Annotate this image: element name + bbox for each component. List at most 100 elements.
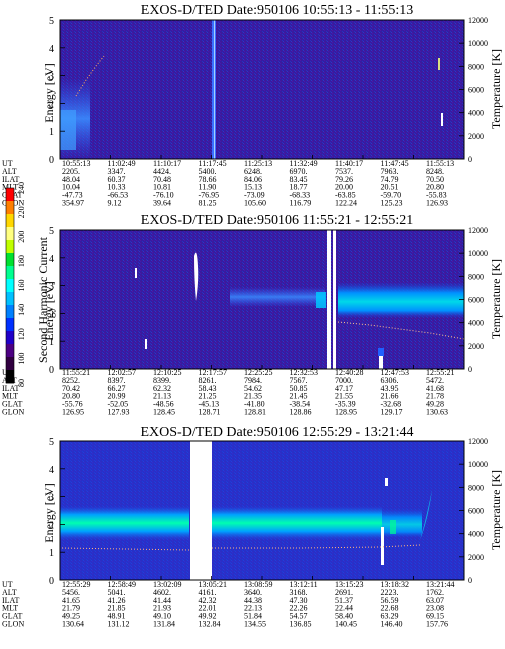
orbit-row-label: GLAT [2, 612, 23, 621]
orbit-row-label: MLT [2, 392, 18, 401]
orbit-cell: 11:40:17 [335, 159, 363, 168]
orbit-cell: 21.78 [426, 392, 444, 401]
orbit-cell: 12:25:25 [244, 368, 272, 377]
right-tick-label: 10000 [468, 39, 488, 48]
orbit-cell: -76.95 [199, 191, 220, 200]
orbit-cell: 5400. [199, 167, 217, 176]
left-tick-label: 0 [49, 576, 54, 587]
panel-1-right-axis: 0 2000 4000 6000 8000 10000 12000 [459, 16, 488, 164]
panel-3-heatmap [60, 441, 464, 580]
panel-2: EXOS-D/TED Date:950106 11:55:21 - 12:55:… [2, 213, 503, 417]
orbit-cell: 126.93 [426, 199, 448, 208]
orbit-cell: 20.00 [335, 183, 353, 192]
orbit-cell: 41.26 [108, 596, 126, 605]
colorbar-swatch [6, 201, 14, 215]
colorbar-tick-label: 80 [17, 379, 26, 387]
orbit-cell: 66.27 [108, 384, 126, 393]
orbit-cell: 83.45 [290, 175, 308, 184]
colorbar-swatch [6, 370, 14, 384]
orbit-cell: 50.85 [290, 384, 308, 393]
orbit-cell: 21.85 [108, 604, 126, 613]
orbit-cell: 3640. [244, 588, 262, 597]
orbit-cell: 2691. [335, 588, 353, 597]
orbit-cell: -35.39 [335, 400, 356, 409]
orbit-cell: 125.23 [381, 199, 403, 208]
orbit-cell: 13:02:09 [153, 580, 181, 589]
orbit-cell: 146.40 [381, 620, 403, 629]
orbit-cell: -76.10 [153, 191, 174, 200]
panel-1-heatmap [60, 20, 464, 159]
orbit-cell: 56.59 [381, 596, 399, 605]
orbit-cell: 140.45 [335, 620, 357, 629]
orbit-cell: 126.95 [62, 408, 84, 417]
left-tick-label: 3 [49, 72, 54, 83]
orbit-cell: 69.15 [426, 612, 444, 621]
orbit-cell: 63.29 [381, 612, 399, 621]
orbit-row-label: ALT [2, 167, 17, 176]
right-tick-label: 0 [468, 576, 472, 585]
orbit-cell: 130.64 [62, 620, 84, 629]
colorbar-swatch [6, 292, 14, 306]
orbit-cell: 129.17 [381, 408, 403, 417]
orbit-cell: 13:08:59 [244, 580, 272, 589]
right-tick-label: 2000 [468, 342, 484, 351]
colorbar-swatch [6, 279, 14, 293]
orbit-cell: 8397. [108, 376, 126, 385]
orbit-cell: 128.71 [199, 408, 221, 417]
orbit-cell: 9.12 [108, 199, 122, 208]
orbit-cell: -45.13 [199, 400, 220, 409]
orbit-cell: 4161. [199, 588, 217, 597]
orbit-cell: 105.60 [244, 199, 266, 208]
orbit-cell: 54.62 [244, 384, 262, 393]
orbit-cell: 12:55:29 [62, 580, 90, 589]
orbit-row-label: MLT [2, 183, 18, 192]
orbit-cell: 354.97 [62, 199, 84, 208]
colorbar-swatch [6, 318, 14, 332]
panel-3-x-ticks [59, 576, 465, 580]
colorbar-swatch [6, 266, 14, 280]
right-tick-label: 10000 [468, 249, 488, 258]
left-tick-label: 4 [49, 254, 54, 265]
orbit-cell: 8261. [199, 376, 217, 385]
orbit-cell: 11:10:17 [153, 159, 181, 168]
orbit-cell: 81.25 [199, 199, 217, 208]
orbit-cell: 60.37 [108, 175, 126, 184]
orbit-row-label: ILAT [2, 175, 19, 184]
panel-2-left-axis-label: Energy [eV] [42, 281, 56, 340]
right-tick-label: 12000 [468, 437, 488, 446]
orbit-cell: 63.07 [426, 596, 444, 605]
right-tick-label: 12000 [468, 16, 488, 25]
left-tick-label: 4 [49, 465, 54, 476]
orbit-cell: 21.79 [62, 604, 80, 613]
orbit-cell: 11:32:49 [290, 159, 318, 168]
orbit-cell: 10.04 [62, 183, 80, 192]
orbit-cell: 128.81 [244, 408, 266, 417]
panel-3-left-axis-label: Energy [eV] [42, 483, 56, 542]
right-tick-label: 8000 [468, 483, 484, 492]
left-tick-label: 0 [49, 155, 54, 166]
orbit-cell: 21.25 [199, 392, 217, 401]
orbit-row-label: ALT [2, 588, 17, 597]
colorbar-tick-label: 100 [17, 353, 26, 365]
left-tick-label: 4 [49, 44, 54, 55]
orbit-cell: 11:17:45 [199, 159, 227, 168]
orbit-cell: 12:55:21 [426, 368, 454, 377]
orbit-cell: 3168. [290, 588, 308, 597]
orbit-cell: 48.91 [108, 612, 126, 621]
right-tick-label: 10000 [468, 460, 488, 469]
orbit-cell: 13:21:44 [426, 580, 454, 589]
orbit-cell: 48.04 [62, 175, 80, 184]
left-tick-label: 1 [49, 548, 54, 559]
orbit-row-label: UT [2, 580, 13, 589]
orbit-cell: 22.01 [199, 604, 217, 613]
orbit-cell: 12:10:25 [153, 368, 181, 377]
orbit-cell: -41.80 [244, 400, 265, 409]
orbit-cell: 70.42 [62, 384, 80, 393]
panel-2-title: EXOS-D/TED Date:950106 11:55:21 - 12:55:… [141, 213, 413, 228]
orbit-cell: 13:05:21 [199, 580, 227, 589]
colorbar-tick-label: 160 [17, 280, 26, 292]
orbit-cell: 21.66 [381, 392, 399, 401]
panel-3-left-axis: 0 1 2 3 4 5 [49, 437, 65, 587]
orbit-cell: 128.86 [290, 408, 312, 417]
colorbar-tick-label: 220 [17, 206, 26, 218]
